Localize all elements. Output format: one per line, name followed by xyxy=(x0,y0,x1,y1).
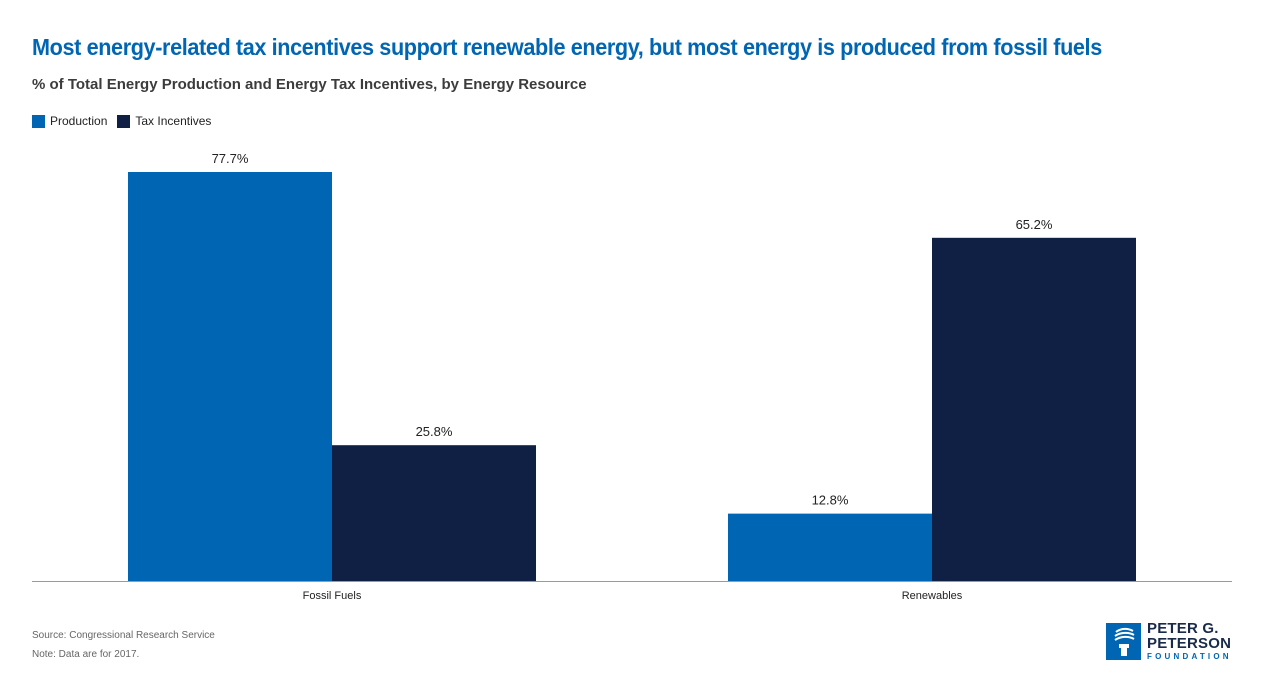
chart-title: Most energy-related tax incentives suppo… xyxy=(32,34,1102,60)
peterson-foundation-logo: PETER G. PETERSON FOUNDATION xyxy=(1106,621,1232,661)
legend-item-production: Production xyxy=(32,114,107,128)
logo-text-line1: PETER G. xyxy=(1147,620,1219,637)
data-label-fossil-fuels-tax-incentives: 25.8% xyxy=(416,424,453,439)
bar-renewables-production xyxy=(728,513,932,581)
data-label-renewables-production: 12.8% xyxy=(812,493,849,508)
logo-text-line2: PETERSON xyxy=(1147,635,1232,652)
legend-label-production: Production xyxy=(50,114,108,128)
data-note: Note: Data are for 2017. xyxy=(32,649,140,660)
x-tick-label-renewables: Renewables xyxy=(902,590,963,602)
data-label-renewables-tax-incentives: 65.2% xyxy=(1016,217,1053,232)
source-note: Source: Congressional Research Service xyxy=(32,630,215,641)
chart-subtitle: % of Total Energy Production and Energy … xyxy=(32,76,587,93)
logo-text-line3: FOUNDATION xyxy=(1147,652,1232,661)
x-tick-label-fossil-fuels: Fossil Fuels xyxy=(303,590,362,602)
legend-swatch-production xyxy=(32,114,45,128)
legend-swatch-tax-incentives xyxy=(117,114,131,128)
bar-renewables-tax-incentives xyxy=(932,237,1136,581)
legend: Production Tax Incentives xyxy=(32,114,211,128)
bar-fossil-fuels-tax-incentives xyxy=(332,445,536,581)
legend-label-tax-incentives: Tax Incentives xyxy=(135,114,212,128)
torch-icon xyxy=(1106,622,1141,660)
data-label-fossil-fuels-production: 77.7% xyxy=(212,151,249,166)
bar-fossil-fuels-production xyxy=(128,172,332,581)
legend-item-tax-incentives: Tax Incentives xyxy=(117,114,211,128)
